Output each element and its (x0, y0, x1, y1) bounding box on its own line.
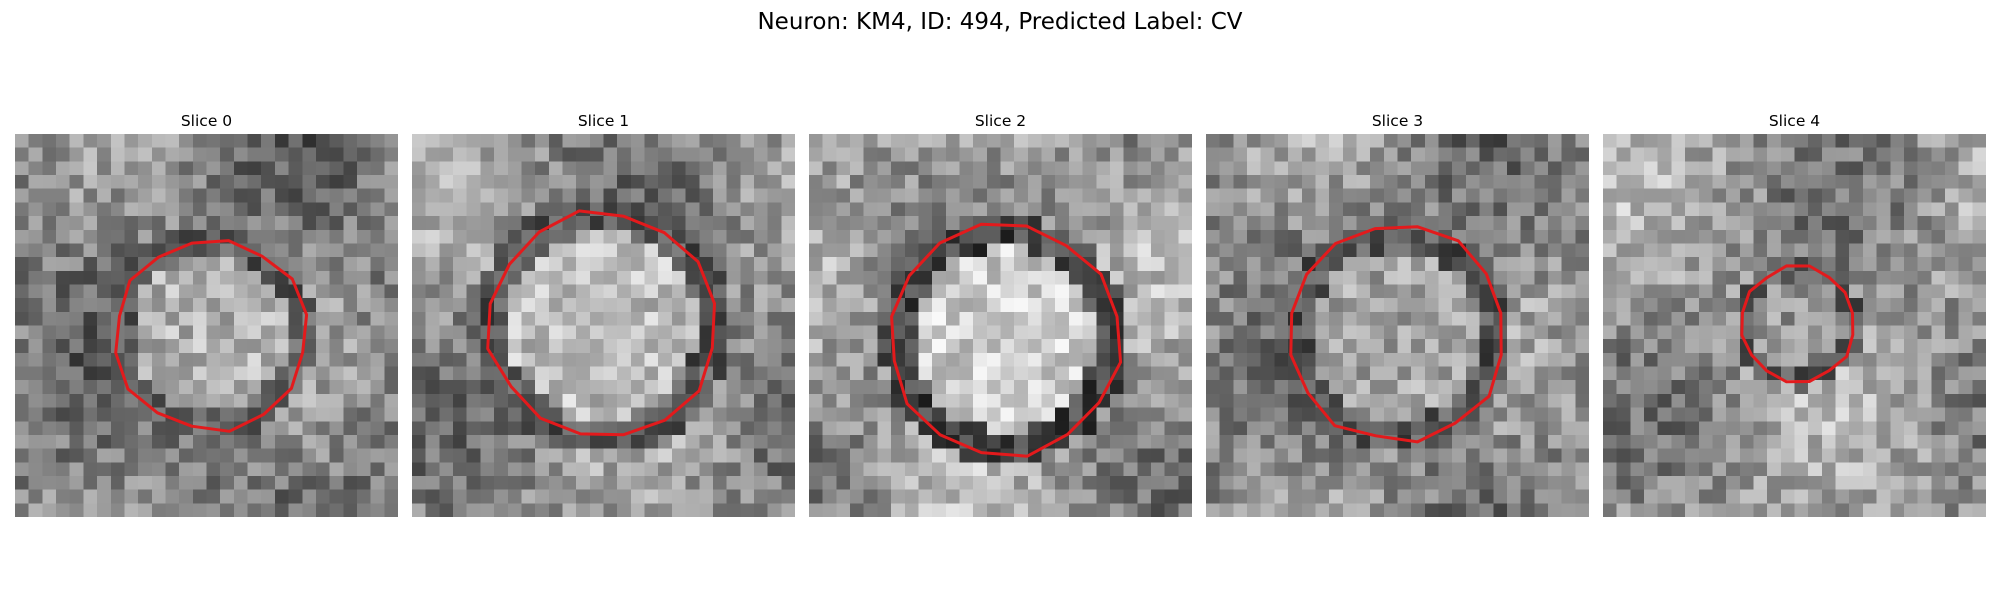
slice-panel-2: Slice 2 (809, 112, 1192, 517)
slice-title-4: Slice 4 (1768, 112, 1821, 130)
slice-image-1 (412, 134, 795, 517)
slice-title-1: Slice 1 (577, 112, 630, 130)
slice-title-3: Slice 3 (1371, 112, 1424, 130)
slice-panel-4: Slice 4 (1603, 112, 1986, 517)
segmentation-contour (114, 239, 309, 433)
slice-title-0: Slice 0 (180, 112, 233, 130)
slice-panel-0: Slice 0 (15, 112, 398, 517)
segmentation-contour (1289, 225, 1503, 444)
slice-image-0 (15, 134, 398, 517)
figure-title: Neuron: KM4, ID: 494, Predicted Label: C… (757, 9, 1243, 35)
segmentation-contour (486, 209, 716, 437)
slice-panel-3: Slice 3 (1206, 112, 1589, 517)
segmentation-contour (1740, 264, 1855, 384)
slice-panel-1: Slice 1 (412, 112, 795, 517)
slice-title-2: Slice 2 (974, 112, 1027, 130)
slice-image-4 (1603, 134, 1986, 517)
slice-image-3 (1206, 134, 1589, 517)
slice-image-2 (809, 134, 1192, 517)
segmentation-contour (890, 222, 1123, 458)
